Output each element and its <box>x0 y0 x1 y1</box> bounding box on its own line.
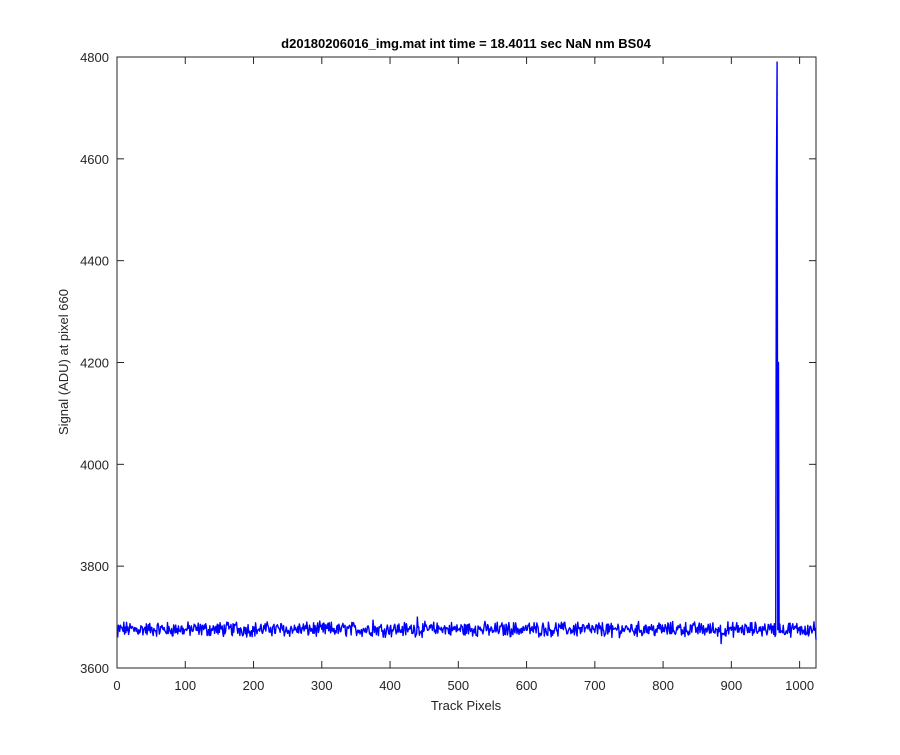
x-tick-label: 700 <box>584 678 606 693</box>
y-tick-label: 4200 <box>80 356 109 371</box>
x-tick-label: 800 <box>652 678 674 693</box>
x-tick-label: 300 <box>311 678 333 693</box>
x-tick-label: 400 <box>379 678 401 693</box>
plot-layer <box>116 61 817 645</box>
y-tick-label: 3600 <box>80 661 109 676</box>
x-tick-label: 500 <box>447 678 469 693</box>
y-axis-label: Signal (ADU) at pixel 660 <box>56 289 71 435</box>
x-tick-label: 900 <box>721 678 743 693</box>
x-tick-label: 600 <box>516 678 538 693</box>
y-tick-label: 4600 <box>80 152 109 167</box>
x-tick-label: 200 <box>243 678 265 693</box>
ticks-layer: 0 100 200 300 400 500 600 700 800 900 1000 3600 3800… <box>80 50 816 693</box>
series-line-0 <box>116 61 817 645</box>
y-tick-label: 4800 <box>80 50 109 65</box>
y-tick-label: 4400 <box>80 254 109 269</box>
chart-title: d20180206016_img.mat int time = 18.4011 … <box>281 36 651 51</box>
axes-box <box>116 56 817 669</box>
x-tick-label: 0 <box>113 678 120 693</box>
x-tick-label: 100 <box>174 678 196 693</box>
x-axis-label: Track Pixels <box>431 698 502 713</box>
x-tick-label: 1000 <box>785 678 814 693</box>
y-tick-label: 3800 <box>80 559 109 574</box>
y-tick-label: 4000 <box>80 457 109 472</box>
